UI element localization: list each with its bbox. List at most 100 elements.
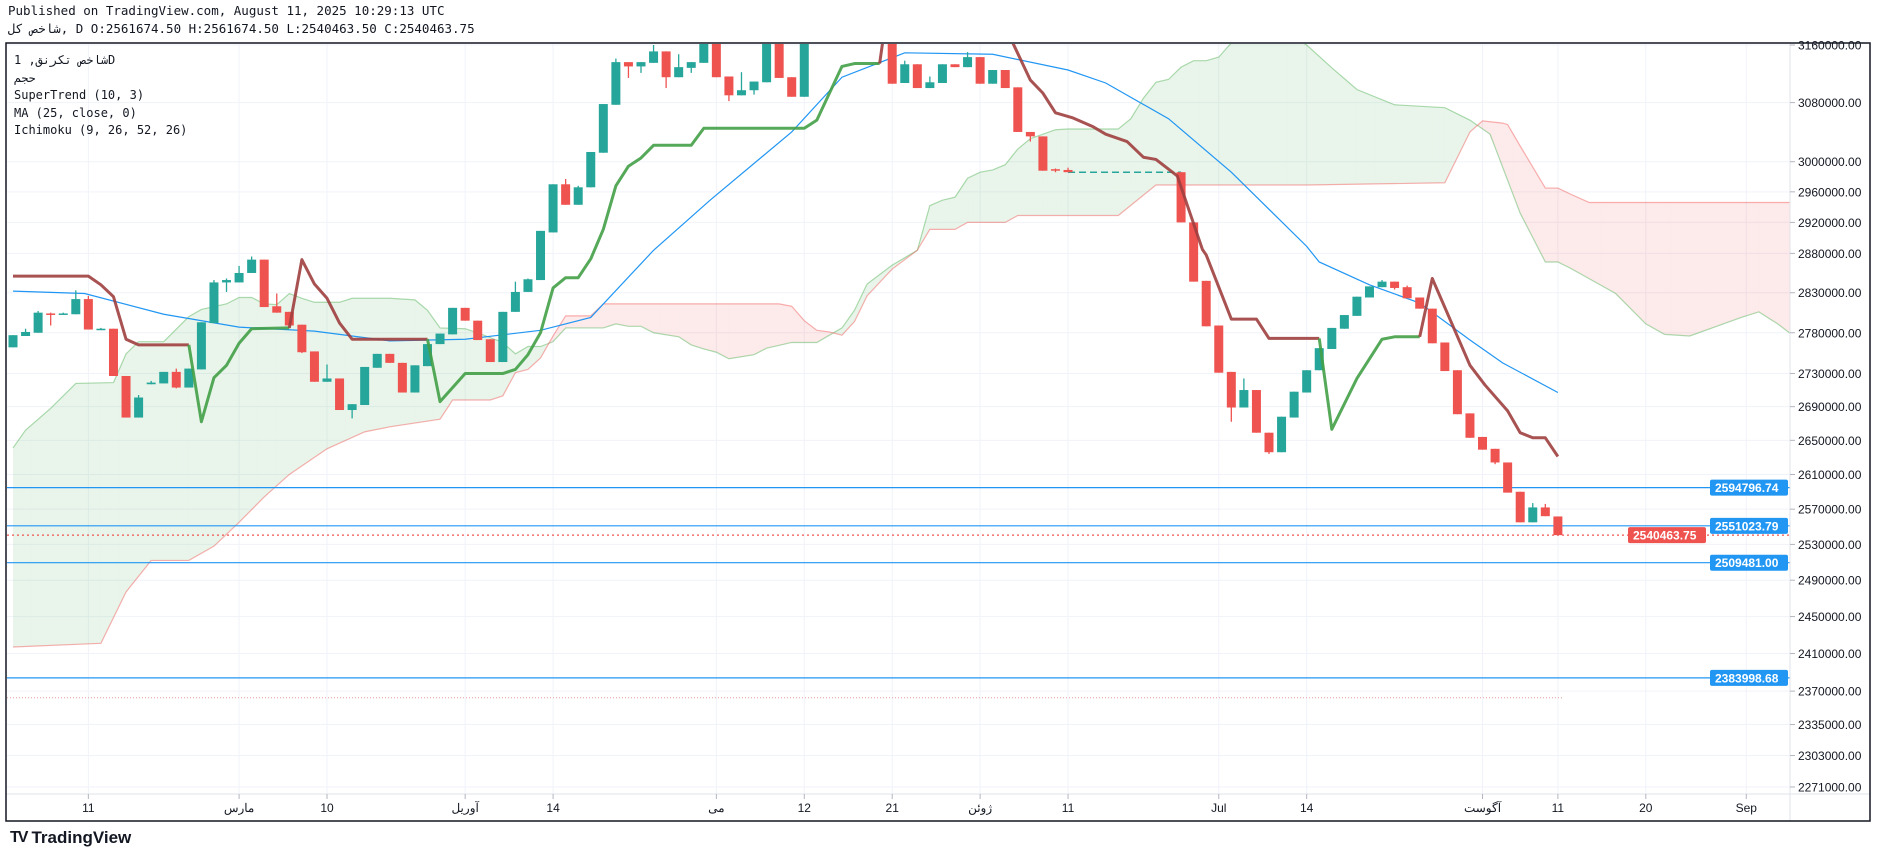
- cloud-segment: [345, 298, 353, 441]
- cloud-segment: [1356, 89, 1364, 185]
- candle: [96, 327, 106, 331]
- candle-body: [1025, 131, 1035, 137]
- candle-body: [284, 311, 294, 326]
- cloud-segment: [1589, 202, 1596, 283]
- cloud-segment: [1463, 117, 1470, 145]
- candle: [950, 64, 960, 68]
- cloud-segment: [1294, 44, 1301, 186]
- cloud-segment: [766, 303, 773, 349]
- candle: [1427, 308, 1437, 344]
- candle: [33, 311, 43, 333]
- price-level-label: 2509481.00: [1715, 556, 1779, 570]
- time-tick-label: آگوست: [1464, 800, 1502, 815]
- candle-body: [950, 64, 960, 68]
- candle: [108, 328, 118, 376]
- cloud-segment: [163, 335, 170, 561]
- candle-body: [536, 230, 546, 281]
- candle-body: [372, 353, 382, 368]
- cloud-segment: [892, 261, 899, 270]
- candle-body: [297, 324, 307, 353]
- candle-body: [435, 333, 445, 345]
- legend-volume[interactable]: حجم: [14, 70, 36, 85]
- cloud-segment: [992, 167, 999, 223]
- cloud-segment: [352, 298, 359, 438]
- candle: [561, 178, 571, 205]
- cloud-segment: [1049, 129, 1056, 216]
- cloud-segment: [138, 341, 145, 577]
- cloud-segment: [1714, 202, 1722, 327]
- candle-body: [322, 378, 332, 382]
- price-level-badge: [1710, 517, 1788, 534]
- candle-body: [988, 70, 998, 84]
- cloud-segment: [1061, 128, 1069, 216]
- cloud-segment: [622, 303, 629, 327]
- cloud-segment: [1369, 94, 1376, 184]
- cloud-segment: [1331, 67, 1339, 185]
- candle-body: [1226, 371, 1236, 408]
- candle-body: [410, 365, 420, 393]
- cloud-segment: [848, 310, 855, 329]
- cloud-segment: [1419, 106, 1426, 184]
- candle: [975, 57, 985, 84]
- cloud-segment: [1601, 202, 1609, 290]
- candle-body: [1440, 342, 1450, 372]
- cloud-segment: [1338, 73, 1345, 185]
- legend-ma[interactable]: MA (25, close, 0): [14, 105, 137, 120]
- candle: [548, 184, 558, 233]
- cloud-segment: [257, 300, 265, 504]
- cloud-segment: [1664, 202, 1671, 335]
- legend-supertrend[interactable]: SuperTrend (10, 3): [14, 88, 145, 102]
- cloud-segment: [590, 309, 598, 328]
- time-tick-label: 11: [1062, 801, 1075, 815]
- candle: [937, 64, 947, 83]
- candle-body: [799, 44, 809, 97]
- cloud-segment: [283, 293, 290, 481]
- cloud-segment: [157, 341, 164, 561]
- candle: [686, 62, 696, 73]
- cloud-segment: [779, 303, 786, 346]
- cloud-segment: [1670, 202, 1678, 336]
- legend-ichimoku[interactable]: Ichimoku (9, 26, 52, 26): [14, 123, 188, 137]
- candle: [1377, 280, 1387, 288]
- candle: [196, 322, 206, 370]
- price-tick-label: 2650000.00: [1798, 434, 1862, 448]
- cloud-segment: [1683, 202, 1690, 336]
- time-tick-label: 14: [546, 801, 560, 815]
- time-tick-label: Sep: [1736, 801, 1758, 815]
- price-level-badge: [1710, 669, 1788, 686]
- candle: [1264, 432, 1274, 454]
- price-tick-label: 2880000.00: [1798, 247, 1862, 261]
- cloud-segment: [1382, 99, 1389, 184]
- price-axis[interactable]: 3160000.00 3080000.00 3000000.00 2960000.00…: [1790, 39, 1862, 795]
- candle: [1289, 391, 1299, 418]
- candle: [1201, 280, 1211, 327]
- cloud-segment: [1608, 202, 1615, 293]
- cloud-segment: [961, 178, 968, 226]
- cloud-segment: [785, 305, 792, 344]
- candle-body: [1515, 491, 1525, 523]
- candle-body: [963, 57, 973, 68]
- cloud-segment: [220, 303, 227, 541]
- candle: [586, 151, 596, 188]
- price-level-label: 2594796.74: [1715, 481, 1779, 495]
- last-price-label: 2540463.75: [1633, 529, 1697, 543]
- cloud-segment: [63, 389, 70, 645]
- cloud-segment: [1444, 107, 1452, 183]
- price-level-badge: [1710, 479, 1788, 496]
- price-level-lines: [7, 487, 1790, 699]
- candle-body: [1352, 296, 1362, 316]
- cloud-segment: [1407, 105, 1414, 184]
- time-axis[interactable]: 11 مارس 10 آوریل 14 می 12 21 ژوئن 11 Jul 14 آگوست 11 2…: [82, 794, 1757, 815]
- cloud-segment: [1250, 44, 1257, 186]
- candle: [473, 320, 483, 341]
- time-tick-label: 12: [798, 801, 812, 815]
- candle-body: [448, 307, 458, 335]
- candle-body: [259, 259, 269, 308]
- cloud-segment: [477, 332, 484, 401]
- price-tick-label: 2303000.00: [1798, 749, 1862, 763]
- time-tick-label: آوریل: [451, 800, 479, 815]
- legend-symbol[interactable]: شاخص تکرنق, 1D: [14, 53, 116, 67]
- candle: [787, 77, 797, 97]
- cloud-segment: [747, 303, 755, 356]
